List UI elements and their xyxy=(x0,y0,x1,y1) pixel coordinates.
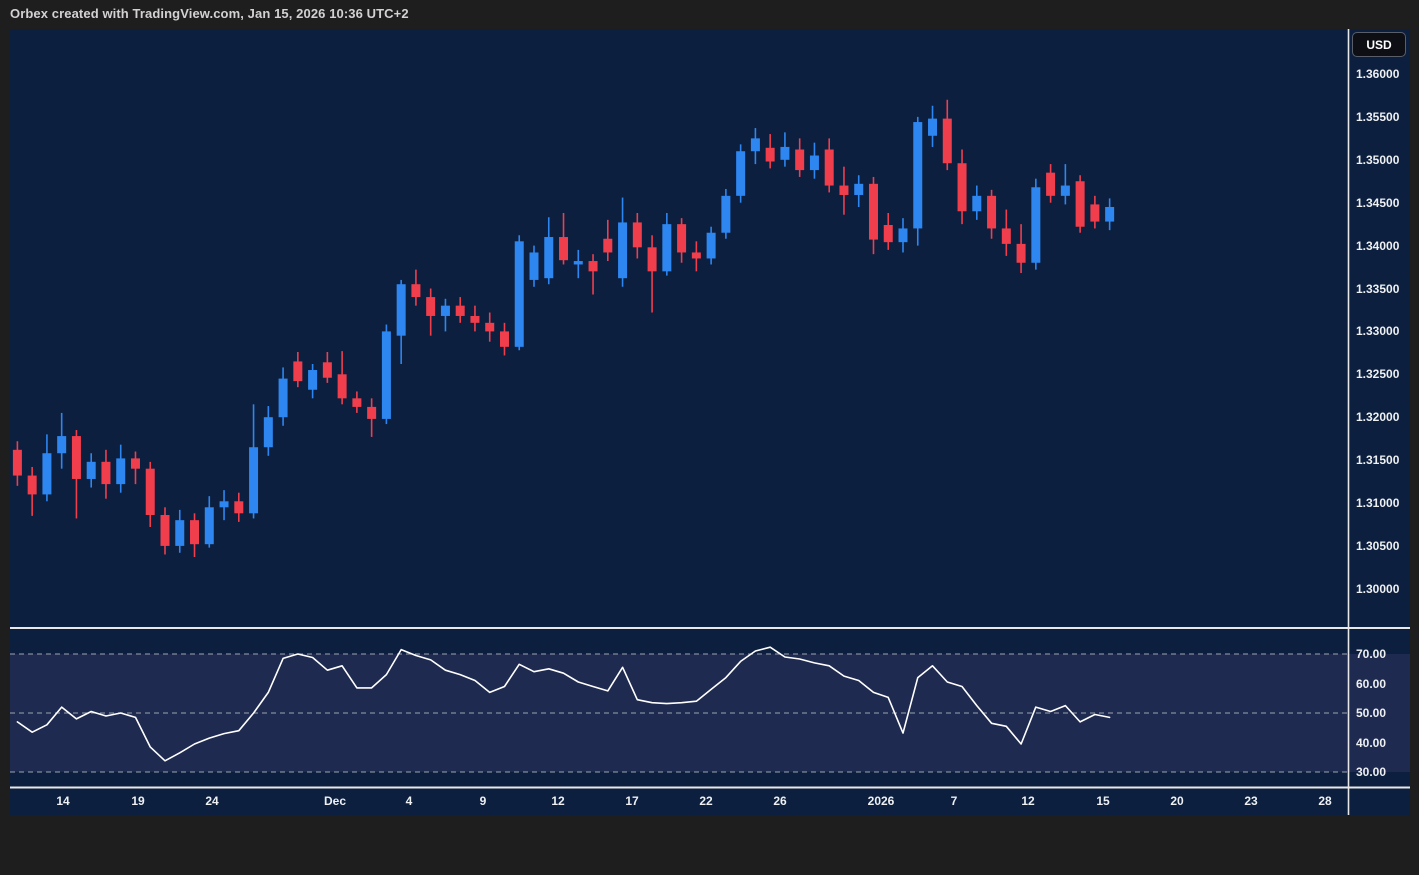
price-tick-label: 1.36000 xyxy=(1356,67,1400,81)
time-tick-label: 4 xyxy=(405,794,413,808)
price-tick-label: 1.33500 xyxy=(1356,281,1400,296)
time-tick-label: 24 xyxy=(205,794,219,808)
time-tick-label: 2026 xyxy=(867,794,895,808)
rsi-tick-label: 60.00 xyxy=(1356,676,1387,691)
rsi-level-lines xyxy=(10,653,1348,773)
rsi-tick-label: 70.00 xyxy=(1356,647,1387,661)
header-bar: Orbex created with TradingView.com, Jan … xyxy=(0,0,1419,29)
footer-bar: TradingView xyxy=(0,815,1419,875)
time-tick-label: 12 xyxy=(1021,794,1035,808)
time-tick-label: 28 xyxy=(1318,794,1332,808)
price-tick-label: 1.30500 xyxy=(1356,538,1400,553)
currency-label: USD xyxy=(1366,37,1392,52)
time-tick-label: 26 xyxy=(773,794,787,808)
usd-currency-badge[interactable]: USD xyxy=(1352,32,1406,57)
rsi-pane[interactable] xyxy=(10,629,1348,787)
time-tick-label: 7 xyxy=(950,794,958,808)
time-tick-label: 20 xyxy=(1170,794,1184,808)
time-tick-label: 22 xyxy=(699,794,713,808)
time-tick-label: 9 xyxy=(479,794,487,808)
time-tick-label: 12 xyxy=(551,794,565,808)
chart-attribution-text: Orbex created with TradingView.com, Jan … xyxy=(10,6,409,21)
price-tick-label: 1.31000 xyxy=(1356,496,1400,510)
price-tick-label: 1.30000 xyxy=(1356,581,1400,596)
price-tick-label: 1.35500 xyxy=(1356,109,1400,124)
price-tick-label: 1.33000 xyxy=(1356,324,1400,339)
time-tick-label: 17 xyxy=(625,794,639,808)
time-tick-label: 14 xyxy=(56,794,70,808)
time-tick-label: 23 xyxy=(1244,794,1258,808)
time-tick-label: 15 xyxy=(1096,794,1110,808)
rsi-line[interactable] xyxy=(16,646,1111,762)
rsi-tick-label: 30.00 xyxy=(1356,765,1387,779)
candlestick-series[interactable] xyxy=(12,99,1115,558)
main-chart-pane[interactable] xyxy=(10,29,1348,627)
price-tick-label: 1.32500 xyxy=(1356,367,1400,382)
price-tick-label: 1.32000 xyxy=(1356,410,1400,425)
rsi-tick-label: 50.00 xyxy=(1356,706,1387,720)
pane-separators xyxy=(10,29,1410,815)
price-tick-label: 1.34000 xyxy=(1356,238,1400,253)
time-tick-label: 19 xyxy=(131,794,145,808)
price-tick-label: 1.31500 xyxy=(1356,453,1400,468)
time-tick-label: Dec xyxy=(323,794,347,808)
rsi-tick-label: 40.00 xyxy=(1356,735,1387,750)
price-tick-label: 1.35000 xyxy=(1356,152,1400,167)
rsi-overbought-oversold-band xyxy=(10,654,1410,772)
price-tick-label: 1.34500 xyxy=(1356,195,1400,210)
